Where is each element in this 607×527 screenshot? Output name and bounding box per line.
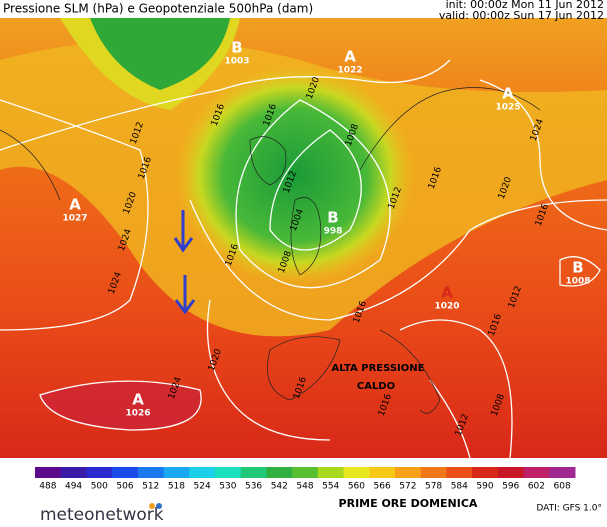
isobars bbox=[0, 59, 607, 459]
centre-letter: A bbox=[132, 391, 144, 409]
centre-value: 1025 bbox=[495, 103, 520, 113]
colorbar-segment bbox=[472, 467, 499, 478]
colorbar-segment bbox=[266, 467, 293, 478]
coastlines bbox=[0, 87, 541, 414]
colorbar-label: 572 bbox=[399, 482, 416, 492]
colorbar-segment bbox=[215, 467, 242, 478]
centre-value: 1008 bbox=[565, 277, 590, 287]
colorbar-segment bbox=[395, 467, 422, 478]
colorbar-segment bbox=[420, 467, 447, 478]
colorbar-label: 530 bbox=[219, 482, 236, 492]
low-trough bbox=[175, 65, 415, 285]
caption: PRIME ORE DOMENICA bbox=[339, 497, 478, 510]
colorbar-label: 590 bbox=[476, 482, 493, 492]
colorbar-label: 608 bbox=[554, 482, 571, 492]
init-time: init: 00:00z Mon 11 Jun 2012 bbox=[446, 0, 604, 11]
centre-letter: B bbox=[327, 209, 338, 227]
colorbar-label: 518 bbox=[168, 482, 185, 492]
colorbar-label: 488 bbox=[39, 482, 56, 492]
centre-letter: A bbox=[502, 85, 514, 103]
valid-time: valid: 00:00z Sun 17 Jun 2012 bbox=[439, 9, 604, 22]
colorbar-label: 542 bbox=[271, 482, 288, 492]
colorbar-label: 560 bbox=[348, 482, 365, 492]
centre-value: 1022 bbox=[337, 66, 362, 76]
arrows bbox=[173, 210, 196, 315]
colorbar-label: 494 bbox=[65, 482, 82, 492]
north-trough bbox=[90, 18, 230, 90]
centre-letter: B bbox=[231, 39, 242, 57]
centre-value: 1026 bbox=[125, 409, 150, 419]
logo-dot bbox=[149, 503, 155, 509]
annotation: CALDO bbox=[357, 381, 395, 392]
colorbar-segment bbox=[60, 467, 87, 478]
colorbar-segment bbox=[240, 467, 267, 478]
colorbar-label: 566 bbox=[374, 482, 391, 492]
centre-value: 998 bbox=[324, 227, 343, 237]
logo-dot bbox=[156, 503, 162, 509]
centre-letter: A bbox=[344, 48, 356, 66]
colorbar-segment bbox=[343, 467, 370, 478]
colorbar-segment bbox=[369, 467, 396, 478]
colorbar-label: 548 bbox=[296, 482, 313, 492]
colorbar-segment bbox=[112, 467, 139, 478]
colorbar-segment bbox=[292, 467, 319, 478]
colorbar-label: 512 bbox=[142, 482, 159, 492]
centre-value: 1003 bbox=[224, 57, 249, 67]
colorbar-segment bbox=[523, 467, 550, 478]
centre-letter: A bbox=[69, 196, 81, 214]
colorbar-segment bbox=[137, 467, 165, 478]
colorbar-label: 596 bbox=[502, 482, 519, 492]
centre-value: 1027 bbox=[62, 214, 87, 224]
colorbar-segment bbox=[497, 467, 525, 478]
header-bar bbox=[0, 0, 607, 18]
colorbar-label: 536 bbox=[245, 482, 262, 492]
colorbar-label: 554 bbox=[322, 482, 339, 492]
colorbar-segment bbox=[549, 467, 576, 478]
hot-core bbox=[40, 381, 202, 430]
colorbar-label: 578 bbox=[425, 482, 442, 492]
title: Pressione SLM (hPa) e Geopotenziale 500h… bbox=[3, 2, 313, 16]
annotation: ALTA PRESSIONE bbox=[332, 363, 425, 374]
data-source: DATI: GFS 1.0° bbox=[536, 504, 602, 514]
colorbar-segment bbox=[317, 467, 345, 478]
colorbar-label: 602 bbox=[528, 482, 545, 492]
colorbar-segment bbox=[189, 467, 216, 478]
colorbar-label: 506 bbox=[116, 482, 133, 492]
centre-value: 1020 bbox=[434, 302, 459, 312]
colorbar-label: 584 bbox=[451, 482, 468, 492]
colorbar-segment bbox=[86, 467, 113, 478]
colorbar-segment bbox=[163, 467, 190, 478]
colorbar-segment bbox=[35, 467, 62, 478]
centre-letter: A bbox=[441, 284, 453, 302]
colorbar-segment bbox=[446, 467, 473, 478]
logo: meteonetwork bbox=[40, 505, 164, 523]
centre-letter: B bbox=[572, 259, 583, 277]
colorbar-label: 500 bbox=[91, 482, 108, 492]
colorbar-label: 524 bbox=[194, 482, 211, 492]
